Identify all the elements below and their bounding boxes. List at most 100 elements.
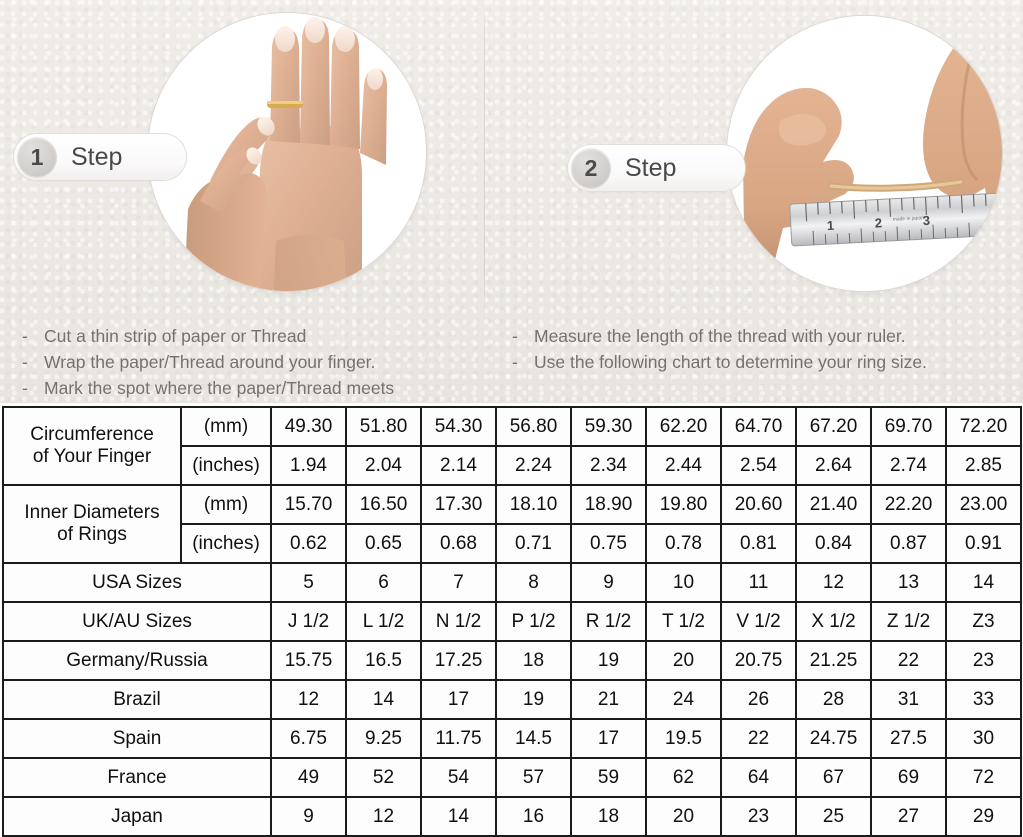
table-row: UK/AU Sizes J 1/2 L 1/2 N 1/2 P 1/2 R 1/2 T 1/… <box>2 601 1022 642</box>
cell-japan-5: 20 <box>645 796 722 837</box>
cell-uk-au-sizes-0: J 1/2 <box>270 601 347 642</box>
cell-circumference-inches-5: 2.44 <box>645 445 722 486</box>
cell-inner-diameters-mm-2: 17.30 <box>420 484 497 525</box>
cell-brazil-9: 33 <box>945 679 1022 720</box>
cell-inner-diameters-inches-2: 0.68 <box>420 523 497 564</box>
svg-text:1: 1 <box>826 218 834 233</box>
cell-japan-2: 14 <box>420 796 497 837</box>
cell-inner-diameters-mm-9: 23.00 <box>945 484 1022 525</box>
cell-japan-4: 18 <box>570 796 647 837</box>
table-row: (inches) 1.94 2.04 2.14 2.24 2.34 2.44 2.54 2.64… <box>3 445 1022 486</box>
table-row: Spain 6.75 9.25 11.75 14.5 17 19.5 22 24.75 27.5 3… <box>2 718 1022 759</box>
step-1-badge[interactable]: 1 Step <box>14 134 186 180</box>
cell-circumference-mm-9: 72.20 <box>945 406 1022 447</box>
cell-circumference-inches-9: 2.85 <box>945 445 1022 486</box>
cell-inner-diameters-mm-3: 18.10 <box>495 484 572 525</box>
svg-text:2: 2 <box>874 215 882 230</box>
cell-circumference-inches-2: 2.14 <box>420 445 497 486</box>
cell-france-2: 54 <box>420 757 497 798</box>
row-label-brazil: Brazil <box>2 679 272 720</box>
cell-inner-diameters-inches-3: 0.71 <box>495 523 572 564</box>
cell-germany-russia-1: 16.5 <box>345 640 422 681</box>
cell-brazil-2: 17 <box>420 679 497 720</box>
cell-inner-diameters-inches-5: 0.78 <box>645 523 722 564</box>
cell-uk-au-sizes-4: R 1/2 <box>570 601 647 642</box>
cell-uk-au-sizes-8: Z 1/2 <box>870 601 947 642</box>
cell-uk-au-sizes-6: V 1/2 <box>720 601 797 642</box>
cell-france-0: 49 <box>270 757 347 798</box>
cell-circumference-inches-4: 2.34 <box>570 445 647 486</box>
cell-inner-diameters-inches-6: 0.81 <box>720 523 797 564</box>
hand-with-ring-image <box>148 13 426 291</box>
cell-circumference-mm-3: 56.80 <box>495 406 572 447</box>
cell-circumference-mm-8: 69.70 <box>870 406 947 447</box>
cell-inner-diameters-mm-5: 19.80 <box>645 484 722 525</box>
cell-circumference-inches-3: 2.24 <box>495 445 572 486</box>
cell-usa-sizes-8: 13 <box>870 562 947 603</box>
cell-france-6: 64 <box>720 757 797 798</box>
step-1-panel: 1 Step - Cut a thin strip of paper or Th… <box>0 0 485 403</box>
step-1-label: Step <box>71 142 123 171</box>
cell-japan-0: 9 <box>270 796 347 837</box>
row-label-uk-au-sizes: UK/AU Sizes <box>2 601 272 642</box>
ruler-and-thread-illustration-svg: 1 2 3 made in japan <box>727 16 1002 291</box>
table-row: USA Sizes 5 6 7 8 9 10 11 12 13 14 <box>2 562 1022 603</box>
cell-brazil-7: 28 <box>795 679 872 720</box>
svg-text:made in japan: made in japan <box>892 215 924 223</box>
cell-uk-au-sizes-3: P 1/2 <box>495 601 572 642</box>
cell-usa-sizes-9: 14 <box>945 562 1022 603</box>
step-1-number: 1 <box>17 137 57 177</box>
cell-inner-diameters-inches-9: 0.91 <box>945 523 1022 564</box>
cell-spain-2: 11.75 <box>420 718 497 759</box>
cell-circumference-mm-4: 59.30 <box>570 406 647 447</box>
cell-uk-au-sizes-5: T 1/2 <box>645 601 722 642</box>
row-label-france: France <box>2 757 272 798</box>
step-2-panel: 1 2 3 made in japan 2 Step - Measure the… <box>485 0 1023 403</box>
cell-brazil-0: 12 <box>270 679 347 720</box>
size-chart-container: Circumference of Your Finger (mm) 49.30 51.8… <box>0 403 1023 837</box>
cell-japan-3: 16 <box>495 796 572 837</box>
step-2-photo: 1 2 3 made in japan <box>727 16 1002 291</box>
cell-circumference-mm-7: 67.20 <box>795 406 872 447</box>
step-2-label: Step <box>625 153 677 182</box>
cell-brazil-6: 26 <box>720 679 797 720</box>
row-label-circumference: Circumference of Your Finger <box>2 406 182 486</box>
table-row: Circumference of Your Finger (mm) 49.30 51.8… <box>2 406 1022 486</box>
cell-spain-3: 14.5 <box>495 718 572 759</box>
row-label-usa-sizes: USA Sizes <box>2 562 272 603</box>
unit-label-mm: (mm) <box>180 406 272 447</box>
instruction-line: - Cut a thin strip of paper or Thread <box>22 323 394 349</box>
bullet-dash: - <box>22 352 28 372</box>
cell-spain-1: 9.25 <box>345 718 422 759</box>
ring-size-chart-table: Circumference of Your Finger (mm) 49.30 51.8… <box>2 406 1022 837</box>
cell-inner-diameters-mm-1: 16.50 <box>345 484 422 525</box>
cell-germany-russia-3: 18 <box>495 640 572 681</box>
svg-text:3: 3 <box>922 213 930 228</box>
cell-spain-8: 27.5 <box>870 718 947 759</box>
table-row: Brazil 12 14 17 19 21 24 26 28 31 33 <box>2 679 1022 720</box>
bullet-dash: - <box>22 326 28 346</box>
instruction-text: Wrap the paper/Thread around your finger… <box>44 352 376 372</box>
step-2-badge[interactable]: 2 Step <box>568 145 745 191</box>
cell-spain-0: 6.75 <box>270 718 347 759</box>
cell-spain-6: 22 <box>720 718 797 759</box>
unit-label-mm: (mm) <box>180 484 272 525</box>
table-row: Germany/Russia 15.75 16.5 17.25 18 19 20 20.75 2… <box>2 640 1022 681</box>
cell-japan-8: 27 <box>870 796 947 837</box>
table-row: Inner Diameters of Rings (mm) 15.70 16.50 17.… <box>2 484 1022 564</box>
cell-uk-au-sizes-1: L 1/2 <box>345 601 422 642</box>
cell-inner-diameters-inches-7: 0.84 <box>795 523 872 564</box>
cell-brazil-4: 21 <box>570 679 647 720</box>
cell-brazil-5: 24 <box>645 679 722 720</box>
bullet-dash: - <box>512 326 518 346</box>
cell-inner-diameters-mm-0: 15.70 <box>270 484 347 525</box>
cell-france-3: 57 <box>495 757 572 798</box>
cell-germany-russia-8: 22 <box>870 640 947 681</box>
cell-circumference-mm-6: 64.70 <box>720 406 797 447</box>
cell-usa-sizes-0: 5 <box>270 562 347 603</box>
cell-circumference-mm-2: 54.30 <box>420 406 497 447</box>
chart-body: Circumference of Your Finger (mm) 49.30 51.8… <box>2 406 1022 837</box>
bullet-dash: - <box>512 352 518 372</box>
cell-spain-4: 17 <box>570 718 647 759</box>
cell-inner-diameters-mm-7: 21.40 <box>795 484 872 525</box>
